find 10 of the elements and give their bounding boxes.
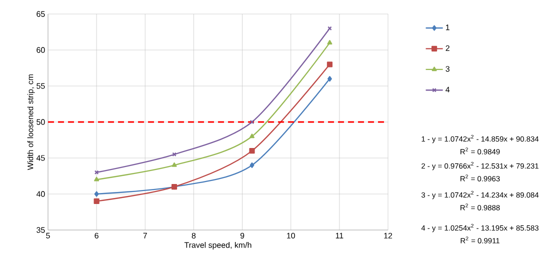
point: [94, 176, 100, 182]
point: [250, 134, 254, 138]
point: [172, 162, 177, 167]
point: [94, 198, 100, 204]
point: [327, 40, 332, 44]
point: [249, 148, 255, 154]
point: [326, 62, 333, 68]
point: [250, 162, 254, 168]
point: [94, 191, 99, 197]
point: [327, 76, 332, 82]
